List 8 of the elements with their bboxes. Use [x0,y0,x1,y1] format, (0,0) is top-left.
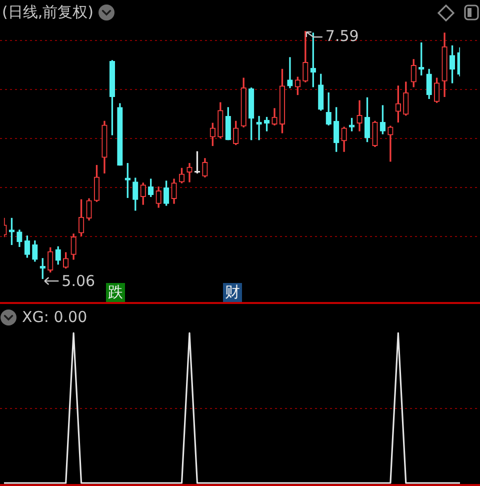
candlestick [388,126,394,162]
chart-title: (日线,前复权) [2,3,94,21]
text: 跌 [106,283,125,302]
annotation: 7.59 [325,26,359,45]
text: 财 [223,283,242,302]
chart-title: XG: 0.00 [22,308,88,326]
candlestick [287,57,293,88]
annotation: 5.06 [62,272,96,290]
